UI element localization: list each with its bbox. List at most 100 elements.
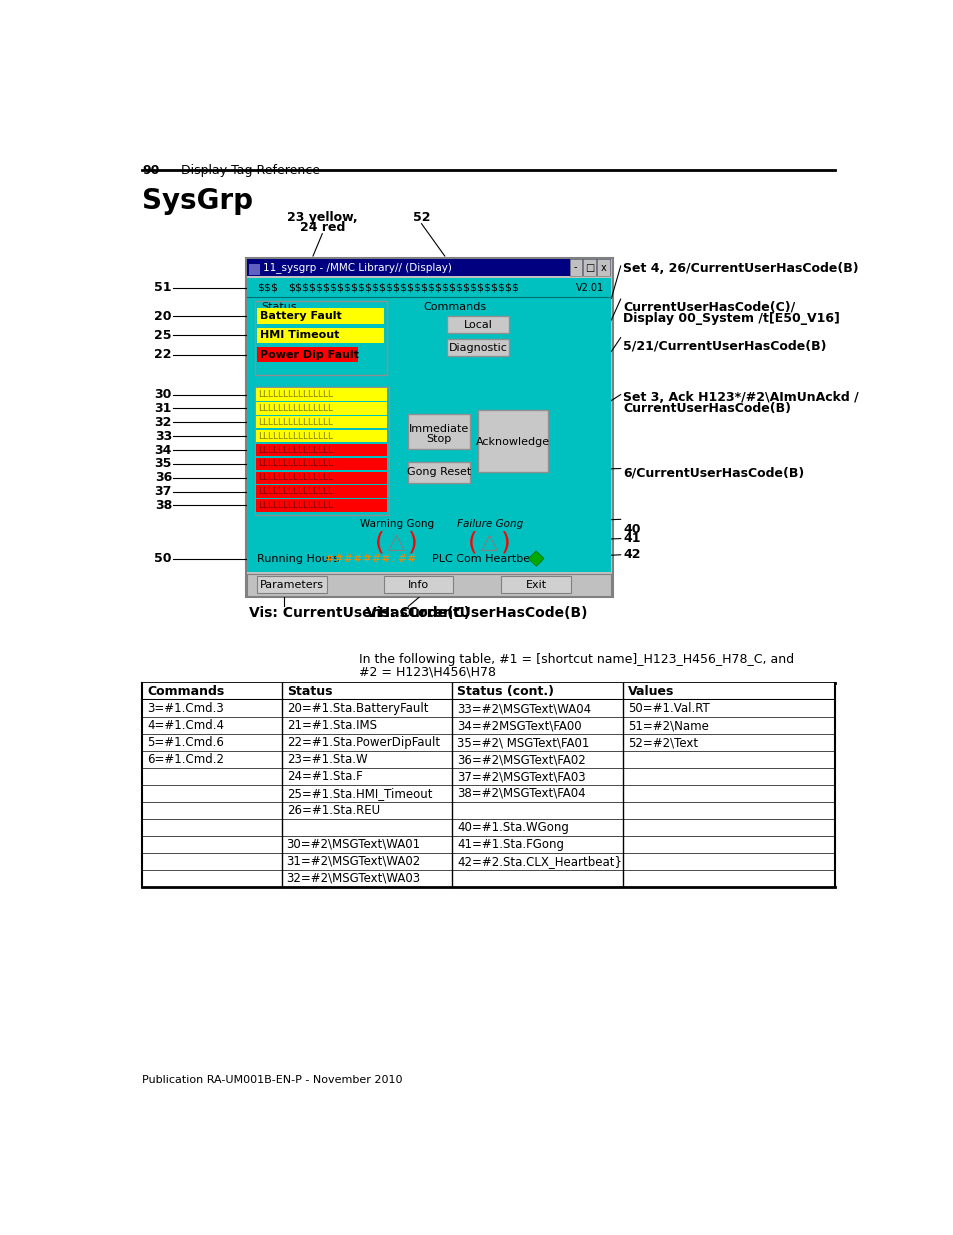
Bar <box>447 340 509 356</box>
Bar <box>245 258 612 597</box>
Bar <box>256 485 387 498</box>
Text: 36: 36 <box>154 472 172 484</box>
Text: 90: 90 <box>142 163 160 177</box>
Text: LLLLLLLLLLLLLLL: LLLLLLLLLLLLLLL <box>257 446 333 454</box>
Text: 51: 51 <box>154 282 172 294</box>
Text: LLLLLLLLLLLLLLL: LLLLLLLLLLLLLLL <box>257 473 333 482</box>
Text: LLLLLLLLLLLLLLL: LLLLLLLLLLLLLLL <box>257 501 333 510</box>
Bar <box>249 264 259 275</box>
Text: 38=#2\MSGText\FA04: 38=#2\MSGText\FA04 <box>456 787 585 800</box>
Bar <box>247 278 611 573</box>
Bar <box>256 403 387 415</box>
Text: LLLLLLLLLLLLLLL: LLLLLLLLLLLLLLL <box>257 390 333 399</box>
Text: -: - <box>574 263 577 273</box>
Text: 38: 38 <box>154 499 172 513</box>
Text: Vis: CurrentUserHasCode(C): Vis: CurrentUserHasCode(C) <box>249 606 470 620</box>
Bar <box>597 259 609 275</box>
Text: Display 00_System /t[E50_V16]: Display 00_System /t[E50_V16] <box>622 312 839 325</box>
Text: Vis: CurrentUserHasCode(B): Vis: CurrentUserHasCode(B) <box>365 606 587 620</box>
Bar <box>142 869 835 887</box>
Bar <box>569 259 581 275</box>
Text: 40: 40 <box>622 524 639 536</box>
Text: Set 4, 26/CurrentUserHasCode(B): Set 4, 26/CurrentUserHasCode(B) <box>622 262 858 275</box>
Text: 35=#2\ MSGText\FA01: 35=#2\ MSGText\FA01 <box>456 736 589 750</box>
Text: 35: 35 <box>154 457 172 471</box>
Text: Gong Reset: Gong Reset <box>407 467 471 478</box>
Bar <box>142 836 835 852</box>
Text: 52: 52 <box>413 211 430 224</box>
Bar <box>142 700 835 718</box>
Text: In the following table, #1 = [shortcut name]_H123_H456_H78_C, and: In the following table, #1 = [shortcut n… <box>359 652 794 666</box>
Text: Exit: Exit <box>525 579 546 590</box>
Bar <box>383 577 453 593</box>
Text: LLLLLLLLLLLLLLL: LLLLLLLLLLLLLLL <box>257 404 333 412</box>
Text: 41: 41 <box>622 532 639 545</box>
Text: 20=#1.Sta.BatteryFault: 20=#1.Sta.BatteryFault <box>286 703 428 715</box>
Text: 37: 37 <box>154 485 172 498</box>
Bar <box>257 309 384 324</box>
Bar <box>408 462 470 483</box>
Text: 31: 31 <box>154 401 172 415</box>
Bar <box>142 785 835 802</box>
Text: Status (cont.): Status (cont.) <box>456 685 554 698</box>
Text: V2.01: V2.01 <box>575 283 603 293</box>
Text: 37=#2\MSGText\FA03: 37=#2\MSGText\FA03 <box>456 769 585 783</box>
Text: 25=#1.Sta.HMI_Timeout: 25=#1.Sta.HMI_Timeout <box>286 787 432 800</box>
Text: 30: 30 <box>154 388 172 401</box>
Text: 41=#1.Sta.FGong: 41=#1.Sta.FGong <box>456 837 563 851</box>
Text: 24=#1.Sta.F: 24=#1.Sta.F <box>286 769 362 783</box>
Text: Battery Fault: Battery Fault <box>259 311 341 321</box>
Text: 6=#1.Cmd.2: 6=#1.Cmd.2 <box>147 753 224 766</box>
Text: LLLLLLLLLLLLLLL: LLLLLLLLLLLLLLL <box>257 417 333 427</box>
Text: Failure Gong: Failure Gong <box>456 520 522 530</box>
Text: Warning Gong: Warning Gong <box>359 520 434 530</box>
Text: 34: 34 <box>154 443 172 457</box>
Text: LLLLLLLLLLLLLLL: LLLLLLLLLLLLLLL <box>257 432 333 441</box>
Text: LLLLLLLLLLLLLLL: LLLLLLLLLLLLLLL <box>257 487 333 496</box>
Bar <box>142 819 835 836</box>
Text: ): ) <box>500 531 511 555</box>
Text: Status: Status <box>286 685 332 698</box>
Bar <box>256 472 387 484</box>
Text: 31=#2\MSGText\WA02: 31=#2\MSGText\WA02 <box>286 855 420 868</box>
Text: 51=#2\Name: 51=#2\Name <box>627 719 708 732</box>
Text: 25: 25 <box>154 329 172 342</box>
Bar <box>256 389 387 401</box>
Text: Running Hours: Running Hours <box>257 553 339 563</box>
Bar <box>142 718 835 734</box>
Text: Immediate: Immediate <box>409 425 469 435</box>
Text: □: □ <box>584 263 594 273</box>
Text: Stop: Stop <box>426 435 452 445</box>
Text: 26=#1.Sta.REU: 26=#1.Sta.REU <box>286 804 379 816</box>
Bar <box>247 259 611 275</box>
Text: Acknowledge: Acknowledge <box>476 437 550 447</box>
Text: △: △ <box>480 532 497 552</box>
Bar <box>477 410 547 472</box>
Bar <box>256 499 387 511</box>
Text: HMI Timeout: HMI Timeout <box>259 330 338 341</box>
Text: Commands: Commands <box>147 685 224 698</box>
Bar <box>142 751 835 768</box>
Text: 5/21/CurrentUserHasCode(B): 5/21/CurrentUserHasCode(B) <box>622 340 825 352</box>
Bar <box>500 577 571 593</box>
Text: 52=#2\Text: 52=#2\Text <box>627 736 697 750</box>
Text: (: ( <box>375 531 385 555</box>
Bar <box>256 443 387 456</box>
Text: 42=#2.Sta.CLX_Heartbeat}: 42=#2.Sta.CLX_Heartbeat} <box>456 855 621 868</box>
Bar <box>583 259 596 275</box>
Text: Parameters: Parameters <box>260 579 324 590</box>
Text: 22=#1.Sta.PowerDipFault: 22=#1.Sta.PowerDipFault <box>286 736 439 750</box>
Text: Info: Info <box>408 579 429 590</box>
Text: 36=#2\MSGText\FA02: 36=#2\MSGText\FA02 <box>456 753 585 766</box>
Text: 50=#1.Val.RT: 50=#1.Val.RT <box>627 703 709 715</box>
Text: $$$: $$$ <box>257 283 278 293</box>
Bar <box>254 300 386 375</box>
Bar <box>257 327 384 343</box>
Bar <box>257 577 327 593</box>
Text: 6/CurrentUserHasCode(B): 6/CurrentUserHasCode(B) <box>622 466 803 479</box>
Text: Local: Local <box>463 320 492 330</box>
Text: CurrentUserHasCode(C)/: CurrentUserHasCode(C)/ <box>622 300 795 314</box>
Text: 40=#1.Sta.WGong: 40=#1.Sta.WGong <box>456 821 568 834</box>
Bar <box>247 574 611 595</box>
Bar <box>256 416 387 429</box>
